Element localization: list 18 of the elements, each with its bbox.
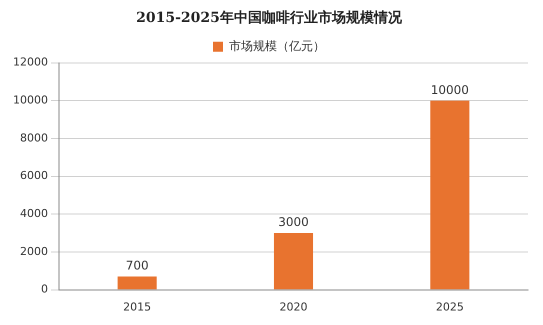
data-label: 10000 [430, 82, 469, 97]
y-tick-label: 0 [40, 282, 48, 296]
y-tick-label: 6000 [20, 169, 48, 182]
y-tick-label: 4000 [20, 206, 48, 220]
y-tick-label: 8000 [20, 131, 48, 144]
y-tick-label: 12000 [12, 56, 48, 69]
y-tick-label: 2000 [20, 244, 48, 258]
data-label: 3000 [278, 215, 309, 230]
x-tick-label: 2025 [436, 300, 464, 314]
legend-label: 市场规模（亿元） [229, 38, 325, 53]
bar [118, 276, 157, 290]
bar [430, 100, 470, 290]
data-label: 700 [126, 258, 149, 273]
x-tick-label: 2015 [123, 300, 152, 314]
chart-title: 2015-2025年中国咖啡行业市场规模情况 [136, 9, 403, 26]
y-tick-label: 10000 [12, 93, 48, 106]
bar [274, 233, 314, 290]
x-tick-label: 2020 [279, 300, 308, 314]
